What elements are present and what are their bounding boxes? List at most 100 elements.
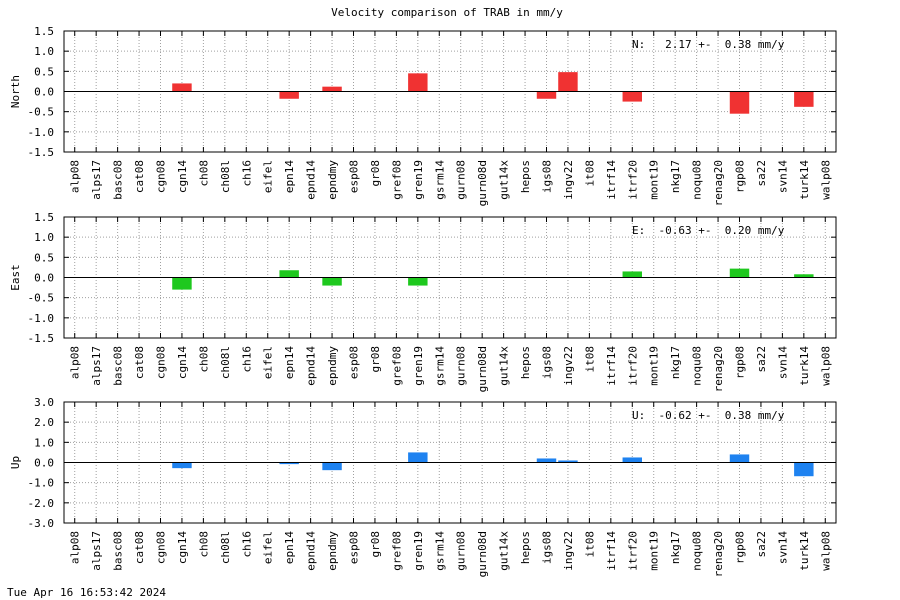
x-tick-label: basc08 (112, 346, 125, 386)
y-tick-label: -1.5 (28, 146, 55, 159)
y-axis-label: North (9, 75, 22, 108)
bar-itrf20 (622, 271, 642, 278)
bar-rgp08 (729, 268, 750, 278)
x-tick-label: cgn14 (176, 531, 189, 564)
y-tick-label: 2.0 (34, 416, 54, 429)
x-tick-label: cgn14 (176, 160, 189, 193)
y-tick-label: -1.0 (28, 126, 55, 139)
bar-turk14 (794, 462, 814, 477)
x-tick-label: noqu08 (691, 531, 704, 571)
bar-ingv22 (558, 460, 578, 463)
x-tick-label: esp08 (348, 531, 361, 564)
bar-cgn14 (172, 277, 192, 290)
velocity-annotation: U: -0.62 +- 0.38 mm/y (632, 409, 785, 422)
x-tick-label: sa22 (755, 160, 768, 187)
velocity-annotation: N: 2.17 +- 0.38 mm/y (632, 38, 785, 51)
y-tick-label: -0.5 (28, 106, 55, 119)
x-tick-label: ch16 (240, 531, 253, 558)
y-tick-label: -0.5 (28, 292, 55, 305)
bar-epn14 (279, 270, 299, 278)
bar-igs08 (536, 91, 557, 99)
x-tick-label: epn14 (283, 160, 296, 193)
x-tick-label: ingv22 (562, 346, 575, 386)
x-tick-label: ch08 (197, 531, 210, 558)
x-tick-label: eifel (262, 346, 275, 379)
x-tick-label: epndmy (326, 160, 339, 200)
x-tick-label: gren19 (412, 531, 425, 571)
x-tick-label: epndmy (326, 531, 339, 571)
x-tick-label: it08 (583, 346, 596, 373)
x-tick-label: hepos (519, 160, 532, 193)
bar-epndmy (322, 462, 342, 471)
bar-igs08 (536, 458, 557, 463)
x-tick-label: gsrm14 (433, 531, 446, 571)
x-tick-label: noqu08 (691, 160, 704, 200)
y-tick-label: 1.0 (34, 45, 54, 58)
x-tick-label: alps17 (90, 346, 103, 386)
x-tick-label: walp08 (819, 531, 832, 571)
x-tick-label: basc08 (112, 531, 125, 571)
x-tick-label: gren19 (412, 160, 425, 200)
bar-epn14 (279, 462, 299, 465)
x-tick-label: turk14 (798, 346, 811, 386)
y-tick-label: -1.0 (28, 312, 55, 325)
x-tick-label: alp08 (69, 531, 82, 564)
x-tick-label: gurn08 (455, 531, 468, 571)
x-tick-label: turk14 (798, 531, 811, 571)
x-tick-label: ch16 (240, 160, 253, 187)
x-tick-label: rgp08 (734, 531, 747, 564)
x-tick-label: gr08 (369, 160, 382, 187)
x-tick-label: alp08 (69, 346, 82, 379)
x-tick-label: cat08 (133, 531, 146, 564)
x-tick-label: gr08 (369, 346, 382, 373)
x-tick-label: noqu08 (691, 346, 704, 386)
y-axis-label: East (9, 264, 22, 291)
plot-frame (63, 30, 837, 153)
x-tick-label: cat08 (133, 346, 146, 379)
x-tick-label: itrf20 (626, 346, 639, 386)
y-tick-label: 1.5 (34, 25, 54, 38)
x-tick-label: ch08l (219, 531, 232, 564)
y-tick-label: 0.0 (34, 457, 54, 470)
x-tick-label: cgn08 (155, 346, 168, 379)
x-tick-label: sa22 (755, 531, 768, 558)
x-tick-label: mont19 (648, 531, 661, 571)
x-tick-label: hepos (519, 531, 532, 564)
x-tick-label: mont19 (648, 160, 661, 200)
x-tick-label: renag20 (712, 531, 725, 577)
x-tick-label: esp08 (348, 346, 361, 379)
velocity-annotation: E: -0.63 +- 0.20 mm/y (632, 224, 785, 237)
x-tick-label: gren19 (412, 346, 425, 386)
x-tick-label: rgp08 (734, 346, 747, 379)
x-tick-label: alps17 (90, 531, 103, 571)
y-tick-label: 0.0 (34, 272, 54, 285)
x-tick-label: svn14 (776, 531, 789, 564)
bar-itrf20 (622, 457, 642, 463)
panel-north: 1.5 1.0 0.5 0.0 -0.5 -1.0 -1.5 alp08 alps17 basc0… (9, 25, 837, 206)
x-tick-label: alps17 (90, 160, 103, 200)
x-tick-label: itrf14 (605, 531, 618, 571)
x-tick-label: itrf20 (626, 531, 639, 571)
x-tick-label: nkg17 (669, 531, 682, 564)
x-tick-label: ingv22 (562, 531, 575, 571)
x-tick-label: nkg17 (669, 346, 682, 379)
bar-gren19 (408, 73, 428, 92)
bar-epn14 (279, 91, 299, 99)
x-tick-label: igs08 (541, 346, 554, 379)
bar-cgn14 (172, 462, 192, 469)
x-tick-label: igs08 (541, 531, 554, 564)
bar-epndmy (322, 277, 342, 286)
x-tick-label: epn14 (283, 531, 296, 564)
x-tick-label: svn14 (776, 160, 789, 193)
x-tick-label: turk14 (798, 160, 811, 200)
x-tick-label: eifel (262, 160, 275, 193)
x-tick-label: renag20 (712, 160, 725, 206)
chart-title: Velocity comparison of TRAB in mm/y (331, 6, 563, 19)
x-tick-label: gut14x (498, 531, 511, 571)
x-tick-label: epndmy (326, 346, 339, 386)
x-tick-label: itrf14 (605, 346, 618, 386)
x-tick-label: ingv22 (562, 160, 575, 200)
panels-container: 1.5 1.0 0.5 0.0 -0.5 -1.0 -1.5 alp08 alps17 basc0… (9, 25, 837, 577)
x-tick-label: gref08 (390, 346, 403, 386)
y-tick-label: 1.5 (34, 211, 54, 224)
